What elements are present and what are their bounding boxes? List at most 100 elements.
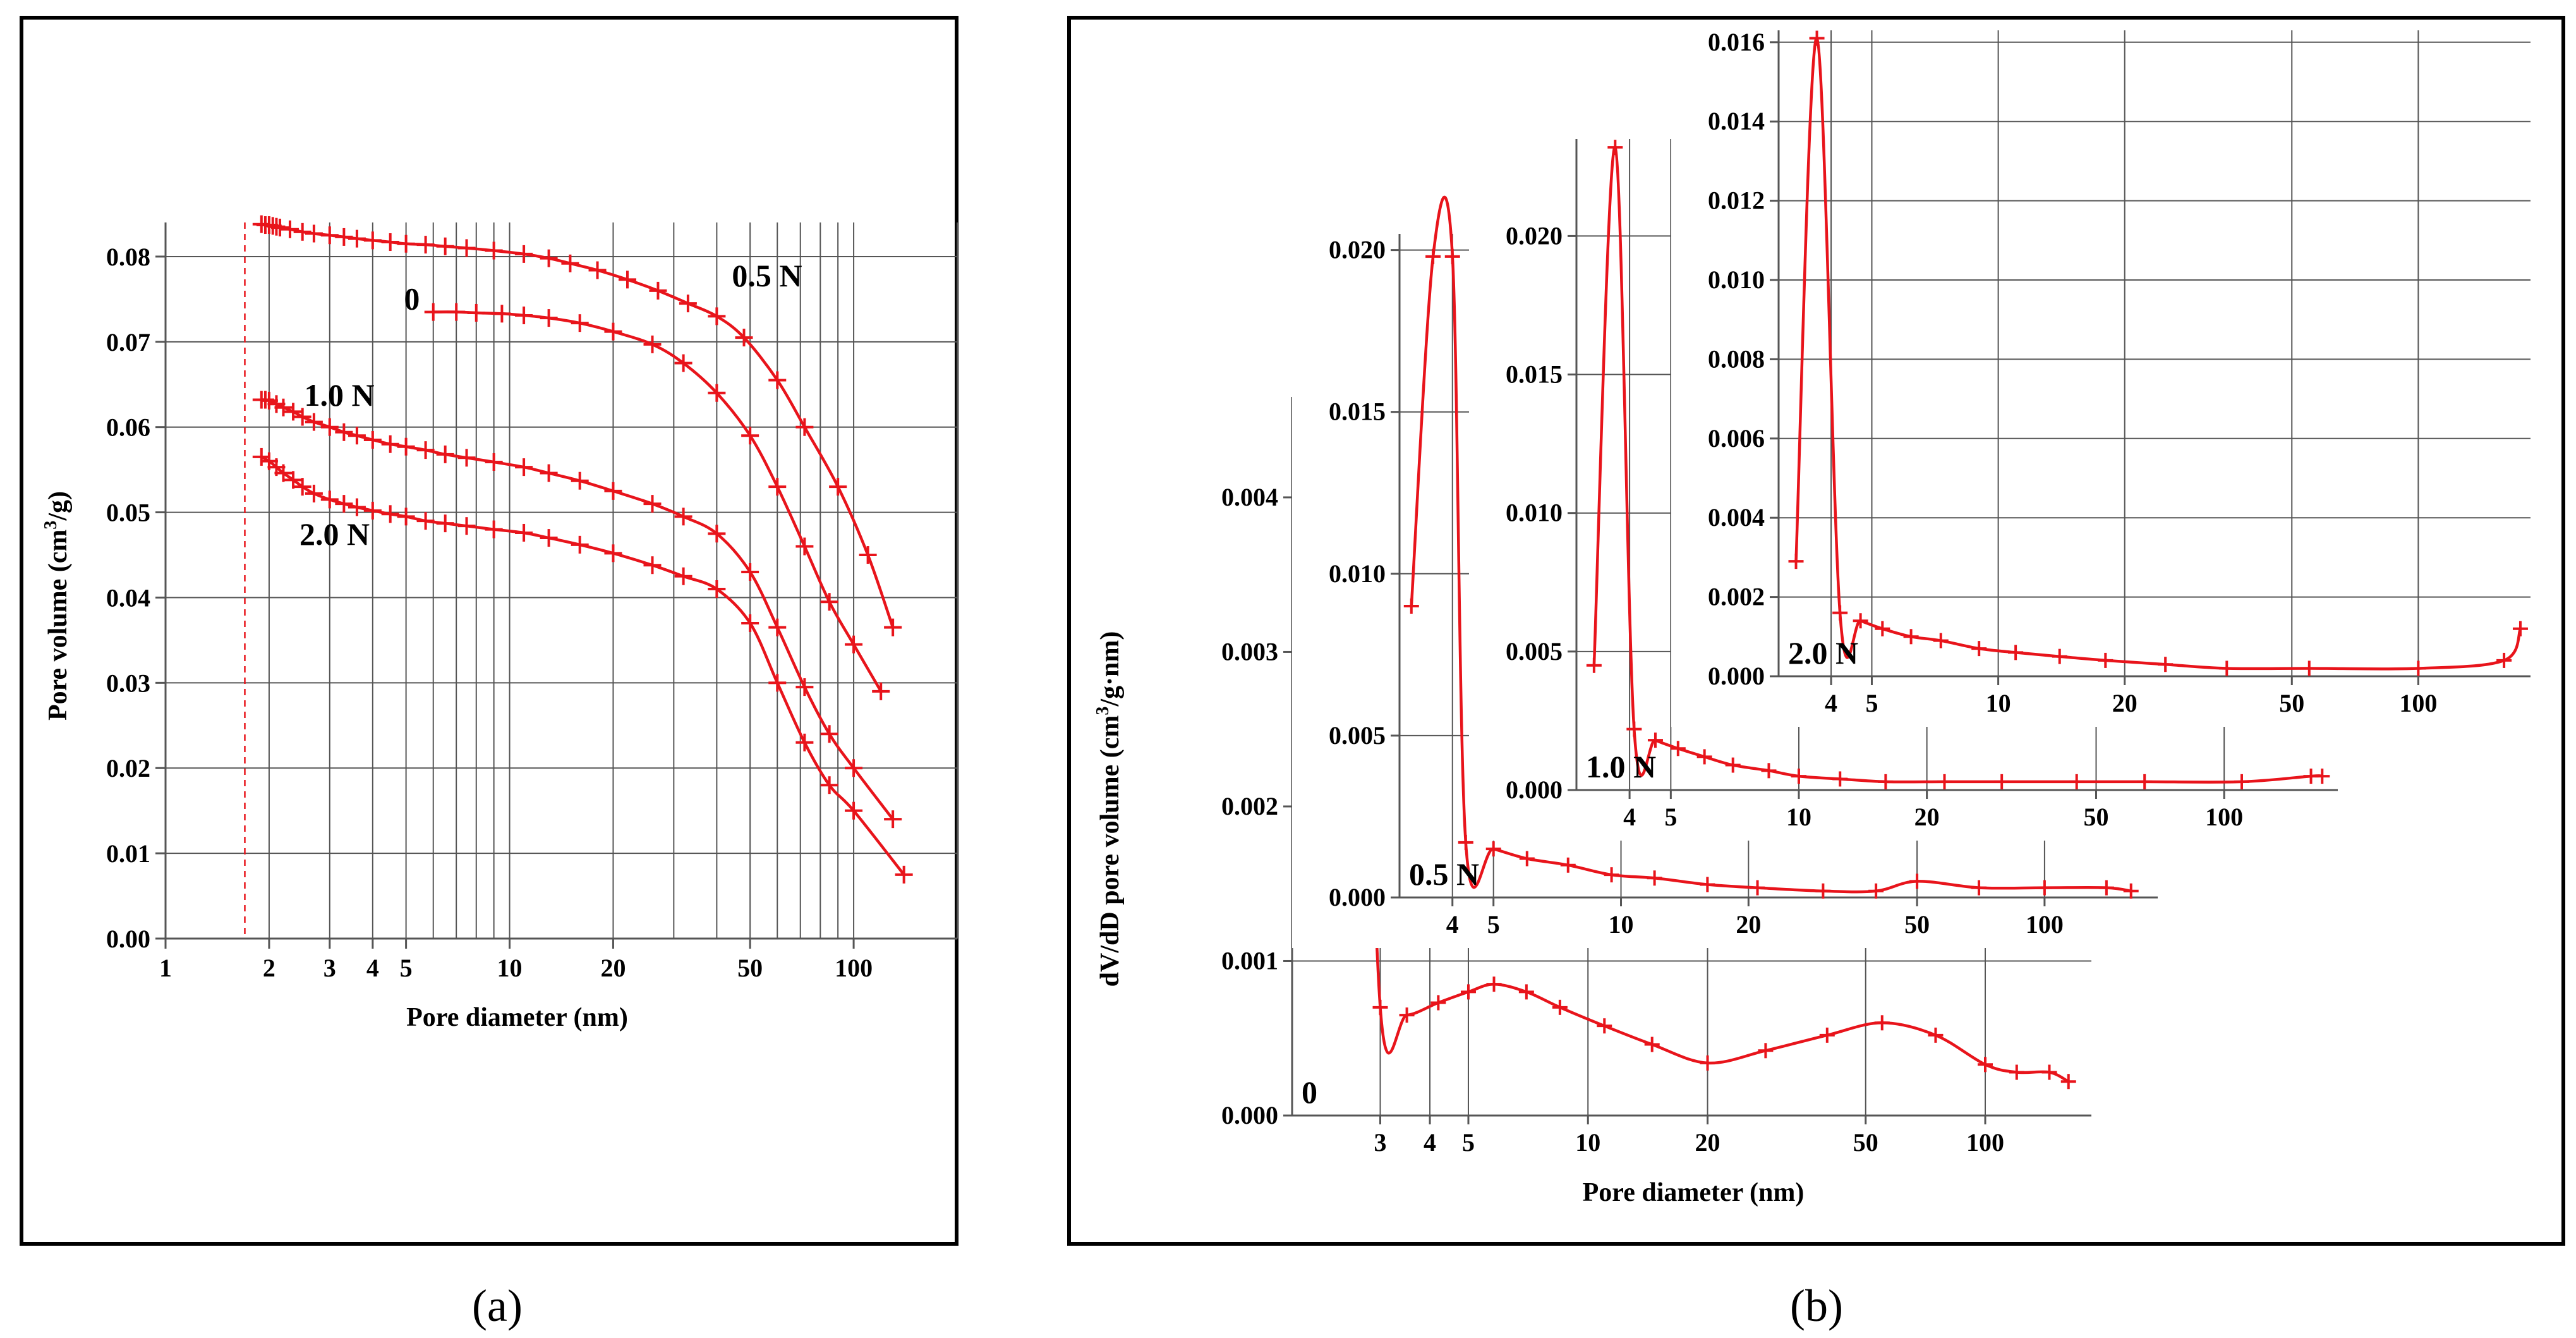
a-x-tick-label: 3 — [324, 954, 336, 982]
a-y-tick-label: 0.03 — [106, 669, 150, 697]
b-panel-05N-series-marker — [1700, 877, 1715, 892]
b-panel-20N-series-marker — [1853, 613, 1868, 629]
b-panel-05N-series-marker — [1815, 883, 1831, 899]
a-series-10N-marker — [305, 413, 323, 431]
b-panel-20N-label: 2.0 N — [1788, 635, 1858, 671]
a-series-20N-marker — [293, 478, 311, 496]
a-series-20N-marker — [708, 580, 726, 598]
b-panel-10N-x-tick-label: 4 — [1623, 803, 1636, 831]
b-panel-20N-series-marker — [2098, 652, 2113, 668]
b-panel-05N-x-tick-label: 5 — [1487, 910, 1500, 939]
b-panel-05N-y-tick-label: 0.005 — [1329, 721, 1386, 750]
b-panel-10N-series-marker — [2234, 774, 2250, 789]
b-panel-20N-y-tick-label: 0.012 — [1708, 186, 1765, 215]
a-series-0-marker — [571, 314, 589, 332]
b-panel-20N-series-marker — [1809, 30, 1825, 46]
a-series-05N-marker — [515, 245, 533, 263]
b-panel-20N-series-marker — [2301, 660, 2317, 676]
a-series-20N-marker — [284, 471, 303, 489]
b-panel-05N-series-marker — [1868, 883, 1884, 899]
b-panel-0-series-marker — [1819, 1027, 1835, 1043]
a-series-05N-marker — [348, 229, 366, 248]
a-series-20N-marker — [436, 514, 454, 533]
b-panel-20N-x-tick-label: 20 — [2112, 689, 2138, 717]
b-panel-0-series-marker — [2060, 1074, 2076, 1090]
b-panel-10N-x-tick-label: 100 — [2205, 803, 2243, 831]
b-panel-05N-y-tick-label: 0.015 — [1329, 398, 1386, 426]
a-series-20N-marker — [895, 865, 913, 884]
b-panel-10N-label: 1.0 N — [1586, 749, 1656, 784]
a-series-0-line — [433, 310, 883, 692]
a-series-20N-marker — [795, 733, 814, 751]
a-series-05N-marker — [293, 222, 311, 241]
a-series-0-marker — [643, 335, 662, 353]
b-panel-10N-series-marker — [1696, 749, 1712, 765]
b-panel-10N-series-marker — [1878, 774, 1894, 789]
b-panel-20N-series-marker — [1832, 605, 1848, 621]
b-panel-10N-series-marker — [1994, 774, 2010, 789]
b-panel-20N-series-marker — [2008, 645, 2024, 660]
a-series-05N-marker — [457, 239, 476, 257]
a-series-20N-marker — [604, 544, 622, 563]
a-series-0-label: 0 — [404, 281, 420, 317]
a-series-10N-marker — [320, 418, 339, 436]
b-panel-0-x-tick-label: 4 — [1424, 1128, 1436, 1157]
a-series-0-marker — [820, 593, 838, 611]
b-panel-20N-backdrop — [1671, 24, 2534, 727]
a-series-0-marker — [741, 427, 759, 445]
b-panel-20N-series-marker — [2512, 621, 2528, 636]
a-y-axis-title: Pore volume (cm3/g) — [41, 491, 73, 721]
b-panel-0-series-marker — [1372, 999, 1388, 1015]
b-panel-0-series-marker — [1460, 984, 1476, 1000]
b-panel-10N-series-marker — [1761, 763, 1777, 779]
a-series-10N-marker — [363, 430, 382, 449]
a-series-05N-marker — [540, 249, 558, 267]
a-series-20N-marker — [643, 556, 662, 575]
b-panel-0-x-tick-label: 10 — [1575, 1128, 1600, 1157]
b-panel-20N-y-tick-label: 0.010 — [1708, 265, 1765, 294]
b-panel-0-x-tick-label: 20 — [1695, 1128, 1720, 1157]
b-panel-0-series-marker — [1399, 1007, 1415, 1023]
a-series-05N-marker — [397, 234, 415, 253]
b-panel-20N-series-marker — [1875, 621, 1890, 636]
a-series-10N-marker — [335, 423, 353, 441]
a-series-05N-marker — [271, 219, 289, 237]
a-y-axis-title-sup: 3 — [41, 521, 61, 530]
b-panel-0-series-marker — [1700, 1055, 1715, 1071]
b-panel-0-series-marker — [1486, 976, 1502, 992]
a-series-0-marker — [872, 682, 890, 700]
b-panel-05N-label: 0.5 N — [1409, 856, 1479, 892]
b-panel-10N-x-tick-label: 20 — [1914, 803, 1940, 831]
b-panel-0-y-tick-label: 0.002 — [1221, 792, 1278, 820]
a-series-10N-marker — [485, 453, 503, 471]
b-panel-0-series-marker — [1758, 1043, 1774, 1059]
b-panel-0-series-marker — [1978, 1057, 1993, 1073]
b-panel-10N-series-marker — [1832, 771, 1848, 787]
a-series-10N-marker — [457, 449, 476, 467]
a-series-0-marker — [447, 303, 466, 321]
a-series-05N-marker — [320, 226, 339, 245]
a-series-10N-marker — [260, 391, 278, 410]
b-panel-05N-x-tick-label: 20 — [1736, 910, 1761, 939]
b-panel-20N-series-marker — [1933, 633, 1949, 648]
a-series-05N-marker — [281, 220, 299, 238]
a-y-axis-title-tail: /g) — [44, 491, 73, 521]
b-panel-0-y-tick-label: 0.004 — [1221, 483, 1278, 511]
a-series-05N-marker — [708, 307, 726, 325]
a-series-10N-marker — [708, 525, 726, 543]
b-panel-20N-series-marker — [2158, 657, 2174, 672]
b-panel-05N-series-marker — [1909, 873, 1925, 889]
a-series-20N-marker — [571, 535, 589, 554]
b-panel-0-x-tick-label: 5 — [1462, 1128, 1475, 1157]
a-series-0-marker — [674, 354, 692, 372]
a-series-10N-marker — [845, 759, 863, 777]
a-series-10N-marker — [416, 441, 435, 459]
b-panel-20N-x-tick-label: 10 — [1986, 689, 2011, 717]
b-panel-10N-x-tick-label: 5 — [1664, 803, 1677, 831]
a-x-tick-label: 50 — [737, 954, 763, 982]
b-panel-05N-series-marker — [1485, 841, 1501, 857]
a-series-05N-marker — [679, 295, 697, 313]
b-panel-10N-series-marker — [1626, 721, 1642, 737]
